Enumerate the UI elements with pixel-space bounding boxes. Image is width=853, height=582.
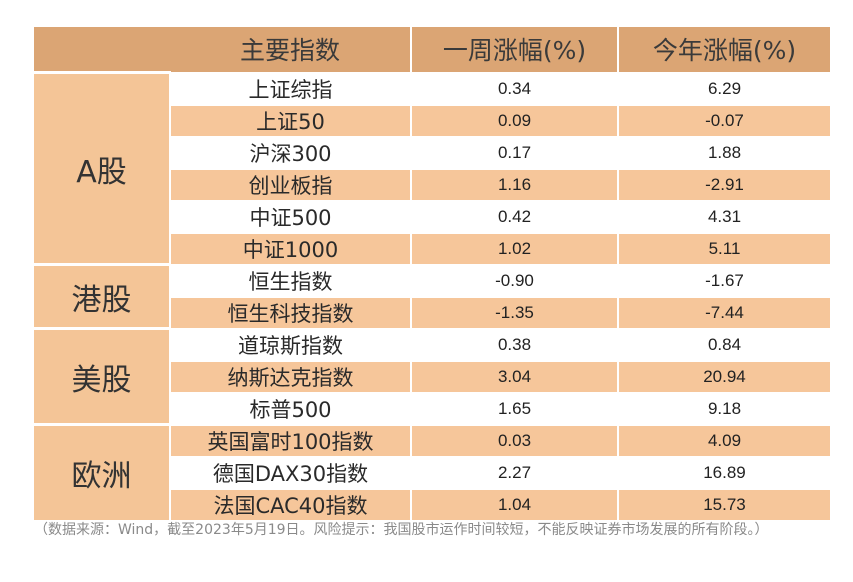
ytd-change-cell: 0.84: [618, 327, 832, 361]
header-ytd-change: 今年涨幅(%): [618, 27, 832, 73]
table-row: 法国CAC40指数 1.04 15.73: [34, 487, 832, 520]
ytd-change-cell: 5.11: [618, 231, 832, 265]
ytd-change-cell: 20.94: [618, 359, 832, 393]
weekly-change-cell: -1.35: [411, 295, 619, 329]
header-row: 主要指数 一周涨幅(%) 今年涨幅(%): [34, 27, 832, 73]
region-label: 欧洲: [34, 423, 171, 520]
table-body: A股 上证综指 0.34 6.29 上证50 0.09 -0.07 沪深300 0.17 1.88…: [34, 71, 832, 520]
weekly-change-cell: 2.27: [411, 455, 619, 489]
weekly-change-cell: 1.02: [411, 231, 619, 265]
header-region-cell: [34, 27, 170, 73]
ytd-change-cell: 4.31: [618, 199, 832, 233]
ytd-change-cell: 9.18: [618, 391, 832, 425]
table-row: 美股 道琼斯指数 0.38 0.84: [34, 327, 832, 425]
index-performance-table-container: 主要指数 一周涨幅(%) 今年涨幅(%) A股 上证综指 0.34 6.29 上证50 0…: [34, 27, 832, 520]
index-performance-table: 主要指数 一周涨幅(%) 今年涨幅(%) A股 上证综指 0.34 6.29 上证50 0…: [34, 27, 832, 520]
ytd-change-cell: -2.91: [618, 167, 832, 201]
weekly-change-cell: 0.38: [411, 327, 619, 361]
weekly-change-cell: 0.03: [411, 423, 619, 457]
weekly-change-cell: 0.17: [411, 135, 619, 169]
weekly-change-cell: 0.42: [411, 199, 619, 233]
table-row: 中证1000 1.02 5.11: [34, 231, 832, 265]
index-name-cell: 上证综指: [170, 71, 412, 105]
region-label: 美股: [34, 327, 171, 425]
header-index-name: 主要指数: [170, 27, 412, 73]
table-row: 港股 恒生指数 -0.90 -1.67: [34, 263, 832, 329]
ytd-change-cell: 6.29: [618, 71, 832, 105]
weekly-change-cell: -0.90: [411, 263, 619, 297]
table-row: 沪深300 0.17 1.88: [34, 135, 832, 169]
index-name-cell: 道琼斯指数: [170, 327, 412, 361]
table-row: 创业板指 1.16 -2.91: [34, 167, 832, 201]
region-label: 港股: [34, 263, 171, 329]
table-row: 欧洲 英国富时100指数 0.03 4.09: [34, 423, 832, 520]
index-name-cell: 纳斯达克指数: [170, 359, 412, 393]
footnote: （数据来源：Wind，截至2023年5月19日。风险提示：我国股市运作时间较短，…: [34, 522, 769, 538]
index-name-cell: 法国CAC40指数: [170, 487, 412, 520]
index-name-cell: 英国富时100指数: [170, 423, 412, 457]
weekly-change-cell: 0.34: [411, 71, 619, 105]
index-name-cell: 创业板指: [170, 167, 412, 201]
index-name-cell: 中证500: [170, 199, 412, 233]
ytd-change-cell: 4.09: [618, 423, 832, 457]
ytd-change-cell: 15.73: [618, 487, 832, 520]
index-name-cell: 德国DAX30指数: [170, 455, 412, 489]
header-weekly-change: 一周涨幅(%): [411, 27, 619, 73]
table-row: 标普500 1.65 9.18: [34, 391, 832, 425]
region-label: A股: [34, 71, 171, 265]
ytd-change-cell: 1.88: [618, 135, 832, 169]
index-name-cell: 沪深300: [170, 135, 412, 169]
weekly-change-cell: 1.04: [411, 487, 619, 520]
index-name-cell: 上证50: [170, 103, 412, 137]
weekly-change-cell: 3.04: [411, 359, 619, 393]
table-row: 中证500 0.42 4.31: [34, 199, 832, 233]
table-row: 纳斯达克指数 3.04 20.94: [34, 359, 832, 393]
table-row: 德国DAX30指数 2.27 16.89: [34, 455, 832, 489]
table-row: 上证50 0.09 -0.07: [34, 103, 832, 137]
weekly-change-cell: 0.09: [411, 103, 619, 137]
index-name-cell: 恒生科技指数: [170, 295, 412, 329]
ytd-change-cell: 16.89: [618, 455, 832, 489]
table-row: 恒生科技指数 -1.35 -7.44: [34, 295, 832, 329]
index-name-cell: 恒生指数: [170, 263, 412, 297]
table-row: A股 上证综指 0.34 6.29: [34, 71, 832, 265]
weekly-change-cell: 1.65: [411, 391, 619, 425]
ytd-change-cell: -7.44: [618, 295, 832, 329]
weekly-change-cell: 1.16: [411, 167, 619, 201]
index-name-cell: 中证1000: [170, 231, 412, 265]
ytd-change-cell: -0.07: [618, 103, 832, 137]
ytd-change-cell: -1.67: [618, 263, 832, 297]
index-name-cell: 标普500: [170, 391, 412, 425]
